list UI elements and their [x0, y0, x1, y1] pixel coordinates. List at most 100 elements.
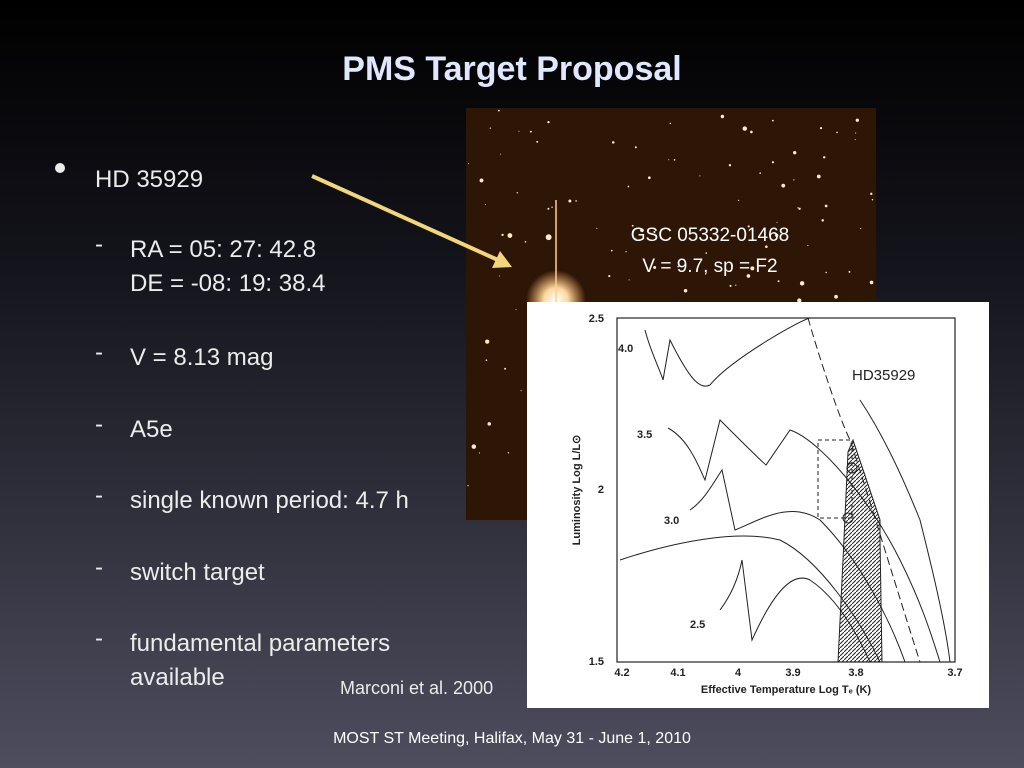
x-axis-label: Effective Temperature Log Tₑ (K): [701, 684, 872, 696]
star: [485, 359, 488, 362]
star: [520, 390, 522, 392]
star: [776, 221, 778, 223]
star: [631, 224, 634, 227]
star: [771, 161, 775, 164]
item-text: DE = -08: 19: 38.4: [130, 270, 325, 297]
arrow: [311, 174, 499, 262]
star: [575, 200, 577, 202]
y-tick-label: 2: [598, 484, 604, 496]
track-label: 3.5: [637, 429, 652, 441]
star: [854, 139, 856, 141]
citation: Marconi et al. 2000: [340, 678, 493, 698]
star: [545, 234, 552, 241]
y-tick-label: 2.5: [589, 313, 604, 325]
star: [547, 207, 550, 210]
star: [478, 452, 481, 454]
star: [468, 163, 470, 165]
x-tick-label: 4.1: [670, 667, 685, 679]
item-text: available: [130, 664, 225, 691]
star: [797, 207, 799, 209]
star: [705, 252, 708, 254]
footer: MOST ST Meeting, Halifax, May 31 - June …: [333, 730, 691, 747]
x-tick-label: 4.2: [614, 667, 629, 679]
image-label: GSC 05332-01468: [631, 225, 789, 246]
y-tick-label: 1.5: [589, 656, 604, 668]
star: [729, 284, 732, 287]
star: [735, 284, 737, 286]
star: [793, 179, 795, 181]
star: [668, 159, 670, 161]
star: [781, 183, 786, 188]
star: [816, 174, 821, 179]
item-text: switch target: [130, 559, 265, 586]
star: [608, 274, 611, 278]
dash: -: [95, 411, 103, 438]
star: [551, 206, 553, 208]
star: [504, 367, 507, 370]
star: [759, 172, 761, 174]
dash: -: [95, 231, 103, 258]
star: [484, 204, 486, 206]
star: [683, 289, 688, 293]
star: [777, 280, 780, 283]
star: [855, 132, 857, 134]
item-text: single known period: 4.7 h: [130, 487, 409, 514]
star: [860, 227, 862, 230]
star: [489, 127, 491, 129]
star: [516, 192, 519, 194]
hr-diagram: HD35929 Luminosity Log L/L⊙ Effective Te…: [527, 302, 989, 708]
star: [547, 120, 550, 124]
item-list: - RA = 05: 27: 42.8DE = -08: 19: 38.4- V =…: [95, 231, 409, 691]
bullet-dot: [55, 163, 65, 173]
star: [807, 244, 809, 247]
star: [596, 227, 598, 229]
y-axis-label: Luminosity Log L/L⊙: [571, 435, 583, 546]
star: [848, 270, 851, 273]
star: [677, 265, 679, 268]
star: [834, 294, 838, 299]
star: [798, 207, 801, 210]
x-tick-label: 3.7: [947, 667, 962, 679]
star: [647, 176, 651, 180]
star: [797, 298, 802, 303]
star: [500, 153, 502, 155]
star: [640, 228, 644, 233]
star-label: HD35929: [852, 367, 915, 384]
star: [747, 225, 750, 228]
track-label: 4.0: [618, 343, 633, 355]
star: [673, 159, 676, 161]
track-label: 3.0: [664, 515, 679, 527]
item-text: V = 8.13 mag: [130, 344, 273, 371]
star: [750, 266, 755, 271]
star: [823, 156, 826, 159]
track-label: 2.5: [690, 619, 705, 631]
star: [793, 151, 797, 155]
star: [653, 230, 656, 234]
dash: -: [95, 482, 103, 509]
item-text: fundamental parameters: [130, 630, 390, 657]
star: [669, 122, 672, 125]
star: [855, 118, 859, 122]
star: [635, 237, 637, 239]
star: [765, 245, 768, 248]
x-tick-label: 4: [735, 667, 742, 679]
star: [653, 266, 657, 270]
dash: -: [95, 339, 103, 366]
star: [467, 485, 469, 487]
star: [628, 279, 630, 281]
star: [824, 204, 828, 208]
star: [507, 233, 513, 238]
star: [627, 185, 630, 188]
star: [771, 119, 774, 122]
dash: -: [95, 625, 103, 652]
star: [871, 199, 874, 201]
star: [524, 241, 527, 243]
star: [471, 444, 477, 449]
star: [485, 339, 490, 344]
star: [742, 126, 748, 131]
star: [836, 131, 838, 134]
star: [568, 199, 572, 203]
star: [746, 274, 751, 278]
